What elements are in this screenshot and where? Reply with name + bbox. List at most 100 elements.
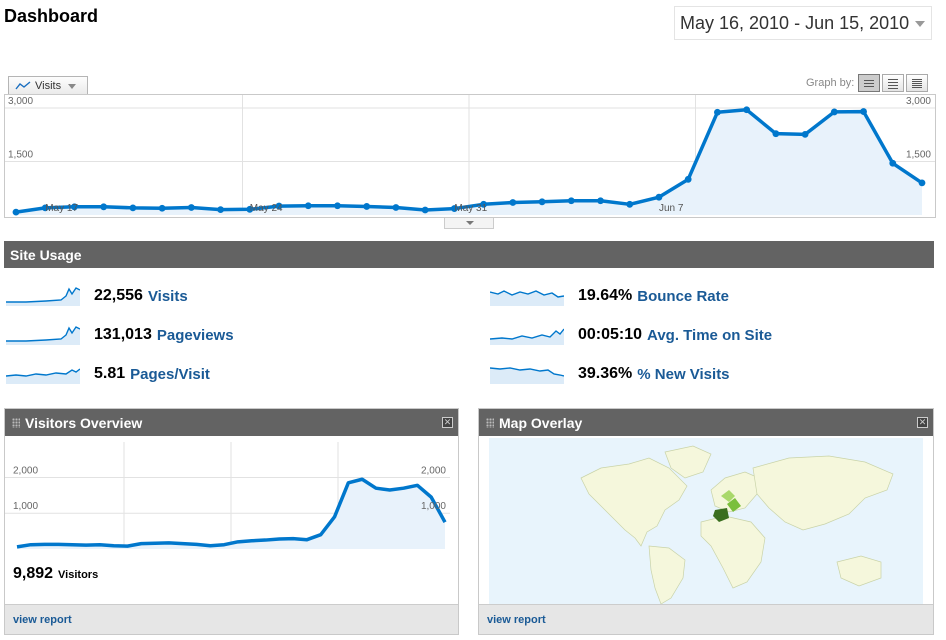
metric-bounce-rate: 19.64% Bounce Rate bbox=[490, 284, 729, 308]
close-icon[interactable]: ✕ bbox=[917, 417, 928, 428]
series-area bbox=[17, 479, 445, 549]
data-point bbox=[772, 130, 780, 138]
data-point bbox=[158, 204, 166, 212]
visits-main-chart[interactable]: 3,000 3,000 1,500 1,500 May 17 May 24 May 31 Ju… bbox=[4, 94, 936, 218]
metric-visits: 22,556 Visits bbox=[6, 284, 188, 308]
data-point bbox=[217, 206, 224, 214]
y-tick-label: 2,000 bbox=[421, 465, 446, 476]
x-tick-label: May 17 bbox=[45, 203, 78, 214]
data-point bbox=[480, 200, 488, 208]
y-tick-label: 1,500 bbox=[8, 150, 33, 161]
metric-pageviews: 131,013 Pageviews bbox=[6, 323, 234, 347]
graph-by-week-button[interactable] bbox=[882, 74, 905, 92]
data-point bbox=[655, 193, 663, 201]
data-point bbox=[801, 130, 809, 138]
metric-tab-label: Visits bbox=[35, 80, 62, 92]
data-point bbox=[41, 204, 49, 212]
metric-value: 131,013 bbox=[94, 326, 152, 343]
data-point bbox=[187, 204, 195, 211]
data-point bbox=[392, 204, 400, 211]
metric-link-visits[interactable]: Visits bbox=[147, 287, 188, 305]
sparkline-icon bbox=[490, 328, 564, 345]
data-point bbox=[12, 208, 20, 216]
series-line bbox=[15, 108, 923, 214]
visits-line-chart: 3,000 3,000 1,500 1,500 May 17 May 24 May 31 Ju… bbox=[5, 95, 935, 216]
date-range-picker[interactable]: May 16, 2010 - Jun 15, 2010 bbox=[674, 6, 932, 40]
close-icon[interactable]: ✕ bbox=[442, 417, 453, 428]
data-point bbox=[626, 200, 634, 208]
y-tick-label: 3,000 bbox=[906, 96, 931, 107]
metric-value: 00:05:10 bbox=[578, 326, 643, 343]
metric-link-bounce-rate[interactable]: Bounce Rate bbox=[637, 287, 729, 305]
chart-expand-handle[interactable] bbox=[444, 218, 494, 229]
widget-title: Map Overlay bbox=[499, 414, 583, 431]
data-point bbox=[597, 197, 604, 205]
x-tick-label: Jun 7 bbox=[659, 203, 684, 214]
x-tick-label: May 24 bbox=[250, 203, 283, 214]
data-point bbox=[860, 108, 867, 115]
data-point bbox=[334, 202, 341, 210]
y-tick-label: 3,000 bbox=[8, 96, 33, 107]
date-range-text: May 16, 2010 - Jun 15, 2010 bbox=[680, 12, 910, 33]
sparkline-icon bbox=[6, 287, 80, 306]
metric-new-visits: 39.36% % New Visits bbox=[490, 362, 730, 386]
drag-handle-icon[interactable] bbox=[12, 418, 20, 428]
graph-by-month-button[interactable] bbox=[906, 74, 929, 92]
world-map[interactable] bbox=[489, 438, 923, 606]
series-line bbox=[16, 477, 447, 549]
metric-link-pages-per-visit[interactable]: Pages/Visit bbox=[130, 365, 210, 383]
sparkline-icon bbox=[490, 290, 564, 306]
metric-link-avg-time[interactable]: Avg. Time on Site bbox=[647, 326, 773, 344]
metric-link-new-visits[interactable]: % New Visits bbox=[637, 365, 730, 383]
page-title: Dashboard bbox=[4, 6, 99, 26]
metric-value: 22,556 bbox=[94, 287, 143, 304]
series-area bbox=[16, 109, 922, 215]
graph-by-label: Graph by: bbox=[806, 77, 855, 89]
data-point bbox=[538, 198, 546, 206]
y-tick-label: 1,000 bbox=[421, 501, 446, 512]
sparkline-icon bbox=[6, 368, 80, 384]
metric-value: 19.64% bbox=[578, 287, 633, 304]
data-point bbox=[684, 175, 692, 183]
view-report-link[interactable]: view report bbox=[13, 613, 72, 626]
metric-pages-per-visit: 5.81 Pages/Visit bbox=[6, 362, 210, 386]
data-point bbox=[363, 203, 371, 210]
sparkline-icon bbox=[6, 326, 80, 345]
drag-handle-icon[interactable] bbox=[486, 418, 494, 428]
map-overlay-widget: Map Overlay ✕ view report bbox=[478, 408, 934, 635]
data-point bbox=[275, 202, 283, 210]
data-point bbox=[246, 205, 254, 213]
line-chart-icon bbox=[15, 81, 31, 90]
data-point bbox=[421, 206, 429, 214]
data-point bbox=[918, 179, 926, 187]
site-usage-header: Site Usage bbox=[4, 241, 934, 268]
sparkline-icon bbox=[490, 367, 564, 384]
widget-header[interactable]: Visitors Overview ✕ bbox=[5, 409, 458, 436]
visitors-label: Visitors bbox=[58, 569, 99, 581]
graph-by-control: Graph by: bbox=[806, 74, 929, 92]
metric-avg-time: 00:05:10 Avg. Time on Site bbox=[490, 323, 772, 347]
data-point bbox=[567, 197, 575, 205]
data-point bbox=[509, 199, 517, 206]
view-report-link[interactable]: view report bbox=[487, 613, 546, 626]
widget-header[interactable]: Map Overlay ✕ bbox=[479, 409, 933, 436]
metric-selector-tab[interactable]: Visits bbox=[8, 76, 88, 95]
metric-value: 39.36% bbox=[578, 365, 633, 382]
visitors-line-chart: 2,000 2,000 1,000 1,000 bbox=[5, 442, 450, 549]
data-point bbox=[743, 106, 751, 114]
y-tick-label: 1,000 bbox=[13, 501, 38, 512]
visitors-overview-widget: Visitors Overview ✕ 2,000 2,000 1,000 1,000… bbox=[4, 408, 459, 635]
data-point bbox=[71, 203, 78, 211]
widget-footer: view report bbox=[479, 604, 933, 634]
x-tick-label: May 31 bbox=[454, 203, 487, 214]
data-point bbox=[129, 204, 137, 212]
graph-by-day-button[interactable] bbox=[858, 74, 881, 92]
widget-title: Visitors Overview bbox=[25, 414, 143, 431]
data-point bbox=[714, 108, 721, 116]
data-point bbox=[450, 205, 458, 212]
caret-down-icon bbox=[68, 83, 77, 89]
visitors-total: 9,892 Visitors bbox=[13, 565, 98, 583]
metric-value: 5.81 bbox=[94, 365, 126, 382]
visitors-count: 9,892 bbox=[13, 565, 54, 582]
metric-link-pageviews[interactable]: Pageviews bbox=[156, 326, 234, 344]
